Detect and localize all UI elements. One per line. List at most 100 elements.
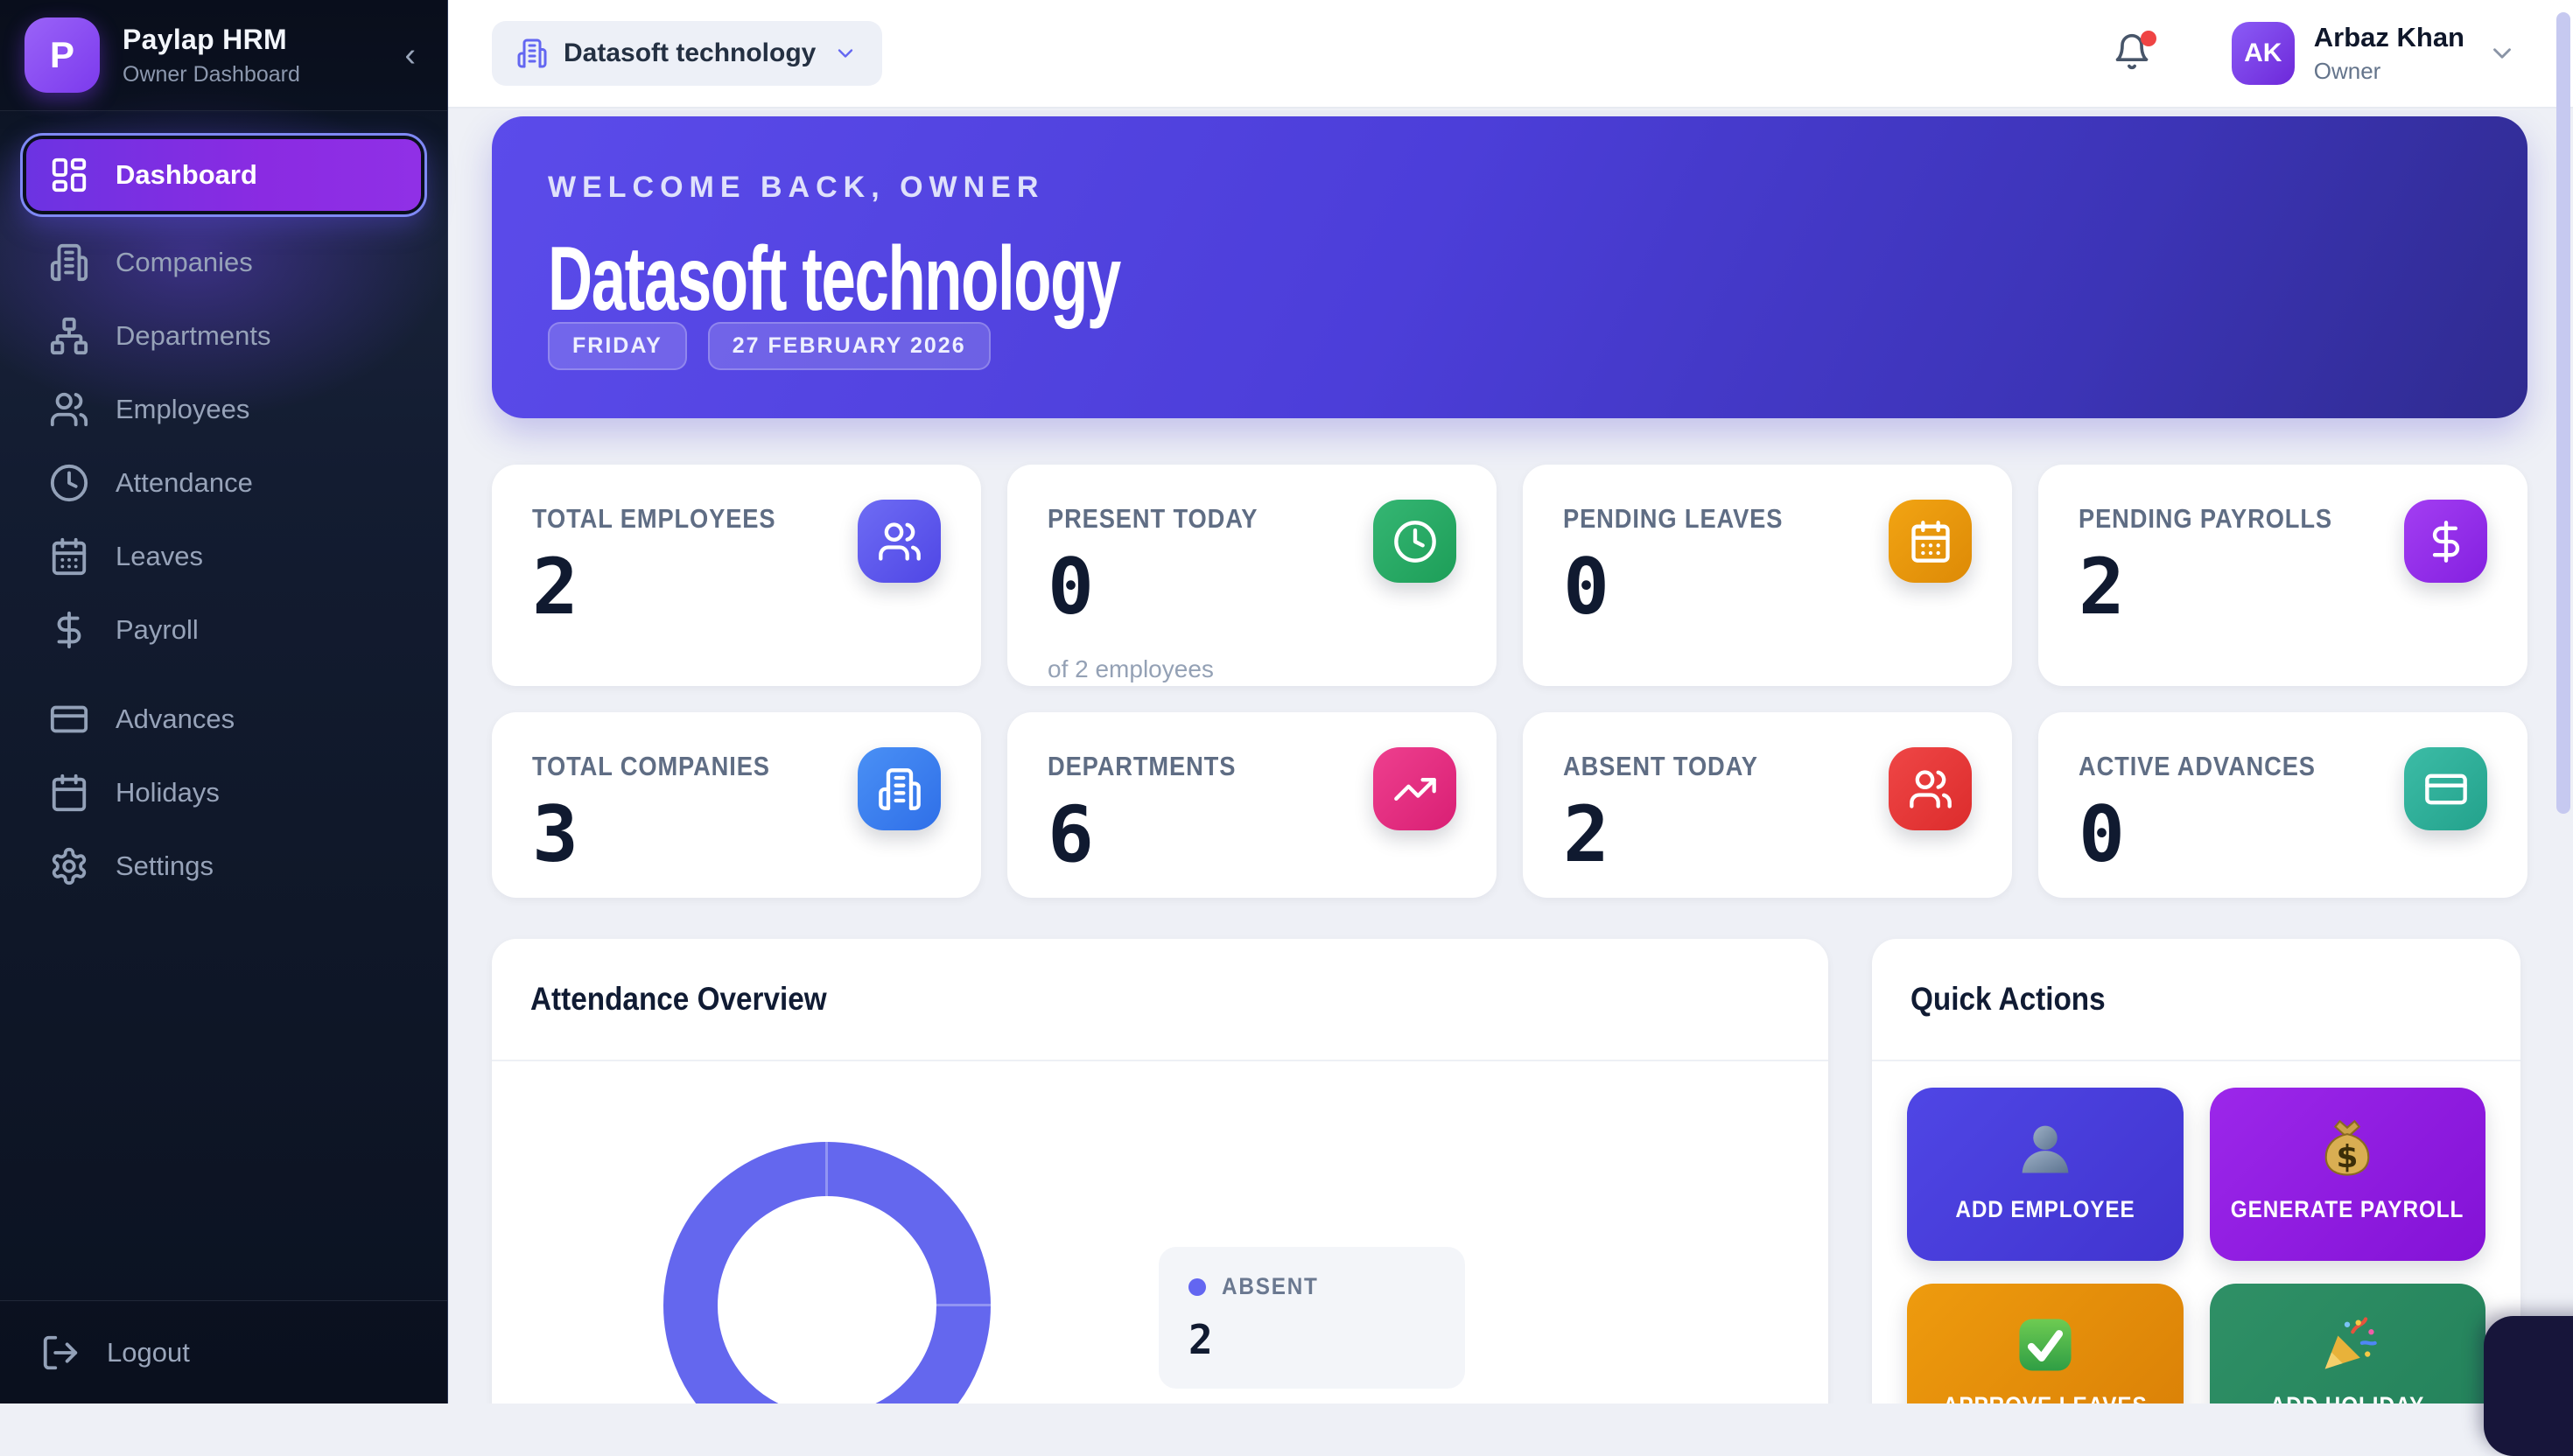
app-logo-letter: P — [50, 34, 74, 76]
dollar-icon — [49, 610, 89, 650]
notification-badge — [2141, 31, 2156, 46]
generate-payroll-button[interactable]: $ GENERATE PAYROLL — [2210, 1088, 2486, 1261]
sidebar-item-label: Payroll — [116, 614, 199, 646]
app-name: Paylap HRM — [123, 24, 399, 56]
sidebar-item-label: Leaves — [116, 541, 203, 572]
person-emoji-icon — [2012, 1116, 2079, 1182]
users-icon — [49, 389, 89, 430]
quick-action-label: GENERATE PAYROLL — [2231, 1196, 2464, 1223]
quick-action-label: ADD EMPLOYEE — [1955, 1196, 2135, 1223]
logout-label: Logout — [107, 1337, 190, 1368]
date-badge: 27 FEBRUARY 2026 — [708, 322, 991, 370]
sidebar-nav: Dashboard Companies Departments Employee… — [0, 111, 447, 903]
legend-value: 2 — [1188, 1316, 1435, 1363]
sidebar-item-dashboard[interactable]: Dashboard — [20, 133, 427, 217]
donut-segment-seam — [936, 1304, 991, 1306]
credit-card-icon — [2404, 747, 2487, 830]
quick-action-label: APPROVE LEAVES — [1943, 1392, 2148, 1404]
sidebar-item-companies[interactable]: Companies — [20, 226, 427, 299]
gear-icon — [49, 846, 89, 886]
stat-label: PRESENT TODAY — [1048, 503, 1258, 535]
stat-card-total-employees: TOTAL EMPLOYEES 2 — [492, 465, 981, 686]
sidebar-item-payroll[interactable]: Payroll — [20, 593, 427, 667]
approve-leaves-button[interactable]: APPROVE LEAVES — [1907, 1284, 2184, 1404]
stat-card-total-companies: TOTAL COMPANIES 3 — [492, 712, 981, 898]
avatar[interactable]: AK — [2232, 22, 2295, 85]
sidebar-item-label: Attendance — [116, 467, 253, 499]
quick-actions-panel: Quick Actions ADD EMPLOYEE $ GENERATE P — [1872, 939, 2520, 1404]
building-icon — [516, 38, 548, 69]
clock-icon — [1373, 500, 1456, 583]
sidebar-item-label: Advances — [116, 704, 235, 735]
sidebar-item-advances[interactable]: Advances — [20, 682, 427, 756]
stat-label: ABSENT TODAY — [1563, 751, 1758, 782]
notifications-button[interactable] — [2113, 32, 2155, 74]
money-bag-emoji-icon: $ — [2314, 1116, 2380, 1182]
clock-icon — [49, 463, 89, 503]
chart-legend: ABSENT 2 — [1159, 1247, 1465, 1389]
credit-card-icon — [49, 699, 89, 739]
building-icon — [858, 747, 941, 830]
quick-actions-title: Quick Actions — [1910, 981, 2106, 1018]
user-role: Owner — [2314, 58, 2464, 85]
sidebar-item-label: Settings — [116, 850, 214, 882]
stat-subcaption: of 2 employees — [1048, 655, 1456, 683]
sidebar-item-employees[interactable]: Employees — [20, 373, 427, 446]
vertical-scrollbar[interactable] — [2556, 12, 2570, 814]
chevron-down-icon — [833, 41, 858, 66]
party-popper-emoji-icon — [2314, 1312, 2380, 1378]
sidebar: P Paylap HRM Owner Dashboard ‹ Dashboard… — [0, 0, 448, 1404]
stat-label: PENDING PAYROLLS — [2079, 503, 2332, 535]
calendar-days-icon — [49, 536, 89, 577]
stat-card-departments: DEPARTMENTS 6 — [1007, 712, 1497, 898]
add-holiday-button[interactable]: ADD HOLIDAY — [2210, 1284, 2486, 1404]
attendance-overview-title: Attendance Overview — [530, 981, 827, 1018]
sidebar-item-settings[interactable]: Settings — [20, 830, 427, 903]
org-chart-icon — [49, 316, 89, 356]
users-icon — [1889, 747, 1972, 830]
svg-text:$: $ — [2337, 1139, 2359, 1175]
welcome-banner: WELCOME BACK, OWNER Datasoft technology … — [492, 116, 2527, 418]
sidebar-item-label: Employees — [116, 394, 249, 425]
sidebar-item-holidays[interactable]: Holidays — [20, 756, 427, 830]
stat-label: ACTIVE ADVANCES — [2079, 751, 2316, 782]
sidebar-item-label: Dashboard — [116, 159, 257, 191]
banner-company-name: Datasoft technology — [548, 228, 1120, 332]
banner-greeting: WELCOME BACK, OWNER — [548, 171, 2471, 205]
corner-widget[interactable] — [2484, 1316, 2573, 1456]
day-badge: FRIDAY — [548, 322, 687, 370]
attendance-donut-chart — [663, 1142, 991, 1404]
building-icon — [49, 242, 89, 283]
sidebar-item-departments[interactable]: Departments — [20, 299, 427, 373]
main-content: WELCOME BACK, OWNER Datasoft technology … — [448, 110, 2573, 1404]
sidebar-item-label: Departments — [116, 320, 270, 352]
sidebar-item-leaves[interactable]: Leaves — [20, 520, 427, 593]
stat-label: PENDING LEAVES — [1563, 503, 1783, 535]
sidebar-item-label: Companies — [116, 247, 253, 278]
calendar-days-icon — [1889, 500, 1972, 583]
trending-up-icon — [1373, 747, 1456, 830]
add-employee-button[interactable]: ADD EMPLOYEE — [1907, 1088, 2184, 1261]
stat-card-pending-payrolls: PENDING PAYROLLS 2 — [2038, 465, 2527, 686]
stat-card-pending-leaves: PENDING LEAVES 0 — [1523, 465, 2012, 686]
donut-segment-seam — [825, 1142, 828, 1196]
sidebar-collapse-button[interactable]: ‹ — [399, 33, 421, 77]
chevron-down-icon[interactable] — [2487, 38, 2517, 68]
check-mark-emoji-icon — [2012, 1312, 2079, 1378]
sidebar-header: P Paylap HRM Owner Dashboard ‹ — [0, 0, 447, 111]
stat-card-active-advances: ACTIVE ADVANCES 0 — [2038, 712, 2527, 898]
topbar: Datasoft technology AK Arbaz Khan Owner — [448, 0, 2573, 108]
legend-label: ABSENT — [1222, 1273, 1319, 1300]
logout-button[interactable]: Logout — [0, 1300, 447, 1404]
legend-color-dot — [1188, 1278, 1206, 1296]
user-name: Arbaz Khan — [2314, 22, 2464, 53]
company-selector[interactable]: Datasoft technology — [492, 21, 882, 86]
sidebar-item-attendance[interactable]: Attendance — [20, 446, 427, 520]
dollar-icon — [2404, 500, 2487, 583]
stat-card-absent-today: ABSENT TODAY 2 — [1523, 712, 2012, 898]
app-subtitle: Owner Dashboard — [123, 62, 399, 88]
attendance-overview-panel: Attendance Overview ABSENT 2 — [492, 939, 1828, 1404]
stat-label: TOTAL COMPANIES — [532, 751, 770, 782]
stat-label: DEPARTMENTS — [1048, 751, 1236, 782]
calendar-icon — [49, 773, 89, 813]
